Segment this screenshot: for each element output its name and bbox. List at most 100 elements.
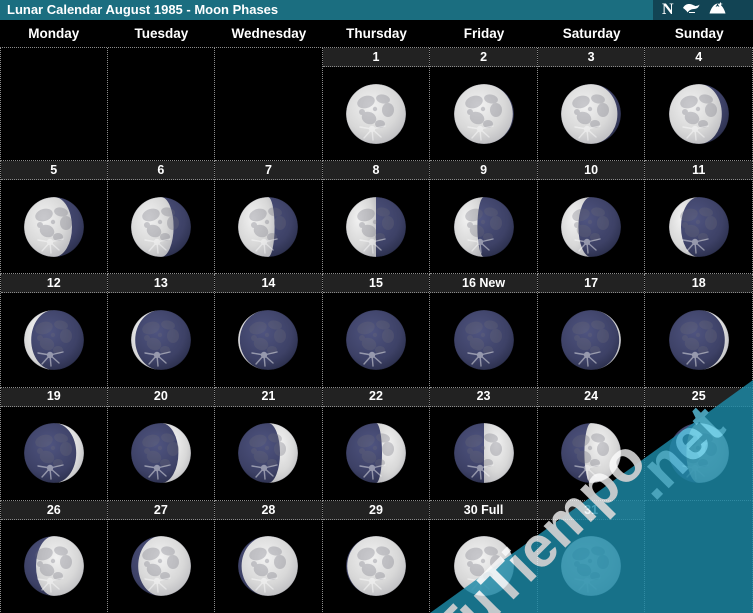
- calendar-day-cell[interactable]: 24: [537, 387, 646, 501]
- moon-phase-empty: [1, 67, 107, 160]
- day-number-label: 5: [1, 161, 107, 181]
- mountain-icon[interactable]: [708, 1, 727, 20]
- moon-phase-icon: [215, 407, 322, 500]
- calendar-day-cell[interactable]: 27: [107, 500, 216, 613]
- day-number-label: 25: [645, 387, 752, 407]
- day-number-label: 8: [322, 161, 430, 181]
- calendar-day-cell[interactable]: 9: [430, 161, 538, 275]
- day-number-label: 15: [322, 274, 430, 294]
- calendar-day-cell[interactable]: 7: [215, 161, 323, 275]
- calendar-day-cell[interactable]: 5: [0, 161, 108, 275]
- weekday-label-saturday: Saturday: [562, 25, 621, 41]
- calendar-day-cell[interactable]: 1: [322, 48, 431, 162]
- calendar-week-row: 26 27 28 29 30 Full 31: [0, 500, 753, 613]
- weekday-header-row: Monday Tuesday Wednesday Thursday Friday Satu…: [0, 20, 753, 47]
- day-number-label: 30 Full: [430, 500, 537, 520]
- map-pin-icon[interactable]: [681, 1, 701, 20]
- day-number-label: [215, 48, 322, 67]
- calendar-grid: 1 2 3 4 5 6 7 8 9 10 11 12 13 14 15 16 New 17 18 19 20 21 22 2…: [0, 47, 753, 613]
- weekday-label-monday: Monday: [28, 25, 80, 41]
- calendar-day-cell[interactable]: 20: [107, 387, 216, 501]
- weekday-label-thursday: Thursday: [346, 25, 407, 41]
- day-number-label: 10: [537, 161, 645, 181]
- moon-phase-icon: [538, 180, 645, 273]
- moon-phase-icon: [1, 293, 107, 386]
- day-number-label: 26: [1, 500, 107, 520]
- calendar-week-row: 5 6 7 8 9 10 11: [0, 161, 753, 275]
- moon-phase-icon: [538, 293, 645, 386]
- day-number-label: 17: [537, 274, 645, 294]
- day-number-label: [645, 500, 752, 520]
- calendar-cell-empty: [645, 500, 753, 613]
- moon-phase-icon: [323, 293, 430, 386]
- moon-phase-icon: [430, 520, 537, 613]
- day-number-label: 11: [645, 161, 752, 181]
- moon-phase-icon: [538, 520, 645, 613]
- weekday-label-friday: Friday: [463, 25, 505, 41]
- moon-phase-icon: [108, 180, 215, 273]
- calendar-day-cell[interactable]: 2: [430, 48, 538, 162]
- moon-phase-icon: [430, 407, 537, 500]
- calendar-day-cell[interactable]: 8: [322, 161, 431, 275]
- brand-area: N: [653, 0, 753, 20]
- weekday-label-sunday: Sunday: [674, 25, 724, 41]
- calendar-day-cell[interactable]: 25: [645, 387, 753, 501]
- moon-phase-icon: [215, 180, 322, 273]
- calendar-day-cell[interactable]: 23: [430, 387, 538, 501]
- calendar-week-row: 12 13 14 15 16 New 17 18: [0, 274, 753, 388]
- calendar-day-cell[interactable]: 13: [107, 274, 216, 388]
- calendar-day-cell[interactable]: 28: [215, 500, 323, 613]
- calendar-day-cell[interactable]: 12: [0, 274, 108, 388]
- day-number-label: 22: [322, 387, 430, 407]
- calendar-day-cell[interactable]: 6: [107, 161, 216, 275]
- calendar-day-cell[interactable]: 26: [0, 500, 108, 613]
- calendar-day-cell[interactable]: 30 Full: [430, 500, 538, 613]
- moon-phase-icon: [323, 407, 430, 500]
- calendar-day-cell[interactable]: 14: [215, 274, 323, 388]
- calendar-cell-empty: [215, 48, 323, 162]
- calendar-day-cell[interactable]: 19: [0, 387, 108, 501]
- calendar-day-cell[interactable]: 21: [215, 387, 323, 501]
- calendar-week-row: 19 20 21 22 23 24 25: [0, 387, 753, 501]
- moon-phase-icon: [215, 293, 322, 386]
- calendar-day-cell[interactable]: 16 New: [430, 274, 538, 388]
- day-number-label: 6: [107, 161, 215, 181]
- moon-phase-icon: [430, 180, 537, 273]
- moon-phase-icon: [1, 520, 107, 613]
- calendar-day-cell[interactable]: 4: [645, 48, 753, 162]
- moon-phase-icon: [538, 407, 645, 500]
- moon-phase-icon: [323, 520, 430, 613]
- brand-logo-n: N: [662, 1, 674, 18]
- day-number-label: 2: [430, 48, 537, 67]
- moon-phase-icon: [108, 293, 215, 386]
- calendar-day-cell[interactable]: 22: [322, 387, 431, 501]
- day-number-label: 20: [107, 387, 215, 407]
- moon-phase-icon: [430, 67, 537, 160]
- calendar-day-cell[interactable]: 29: [322, 500, 431, 613]
- moon-phase-icon: [645, 180, 752, 273]
- day-number-label: 19: [1, 387, 107, 407]
- calendar-day-cell[interactable]: 10: [537, 161, 646, 275]
- day-number-label: 21: [215, 387, 322, 407]
- day-number-label: 23: [430, 387, 537, 407]
- calendar-day-cell[interactable]: 15: [322, 274, 431, 388]
- day-number-label: 31: [537, 500, 645, 520]
- moon-phase-icon: [108, 407, 215, 500]
- calendar-day-cell[interactable]: 17: [537, 274, 646, 388]
- calendar-day-cell[interactable]: 31: [537, 500, 646, 613]
- calendar-day-cell[interactable]: 3: [537, 48, 646, 162]
- day-number-label: 24: [537, 387, 645, 407]
- weekday-label-tuesday: Tuesday: [134, 25, 189, 41]
- day-number-label: [1, 48, 107, 67]
- calendar-day-cell[interactable]: 18: [645, 274, 753, 388]
- moon-phase-icon: [430, 293, 537, 386]
- title-bar: Lunar Calendar August 1985 - Moon Phases…: [0, 0, 753, 20]
- calendar-day-cell[interactable]: 11: [645, 161, 753, 275]
- day-number-label: 14: [215, 274, 322, 294]
- weekday-label-wednesday: Wednesday: [231, 25, 307, 41]
- moon-phase-icon: [538, 67, 645, 160]
- day-number-label: 16 New: [430, 274, 537, 294]
- moon-phase-icon: [645, 67, 752, 160]
